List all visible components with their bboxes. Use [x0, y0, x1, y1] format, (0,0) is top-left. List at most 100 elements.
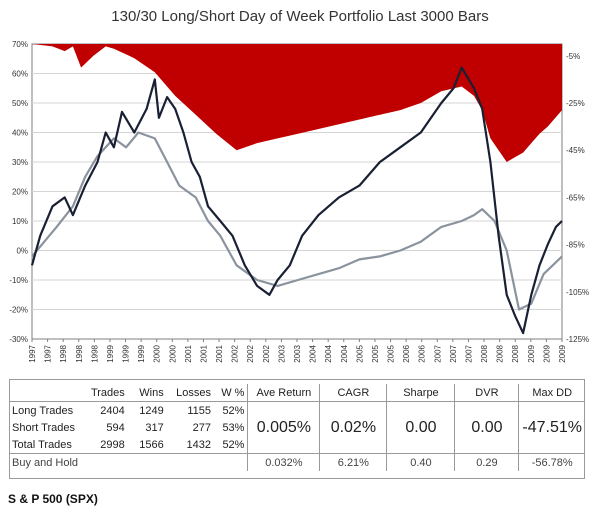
- left-tick-label: 50%: [12, 99, 28, 108]
- buy-hold-sharpe: 0.40: [386, 453, 455, 471]
- right-tick-label: -85%: [566, 241, 585, 250]
- header-wpct: W %: [213, 384, 248, 402]
- buy-hold-dvr: 0.29: [454, 453, 519, 471]
- left-tick-label: 70%: [12, 40, 28, 49]
- row-wins: 1566: [139, 438, 164, 451]
- header-dvr: DVR: [454, 384, 519, 402]
- line-series-layer: [30, 66, 563, 335]
- row-label: Short Trades: [12, 421, 75, 434]
- x-tick-label: 2002: [262, 344, 271, 362]
- x-tick-label: 2008: [511, 344, 520, 362]
- x-tick-label: 2004: [340, 344, 349, 362]
- row-label: Total Trades: [12, 438, 72, 451]
- right-tick-label: -105%: [566, 288, 589, 297]
- x-tick-label: 2007: [433, 344, 442, 362]
- stats-row-long: Long Trades 2404 1249 1155 52% 0.005% 0.…: [9, 401, 585, 454]
- x-tick-label: 1998: [59, 344, 68, 362]
- x-tick-label: 1999: [137, 344, 146, 362]
- header-cagr: CAGR: [319, 384, 387, 402]
- drawdown-area-layer: [32, 44, 562, 162]
- x-tick-label: 1998: [75, 344, 84, 362]
- x-tick-label: 2000: [153, 344, 162, 362]
- row-label: Long Trades: [12, 404, 74, 417]
- x-tick-label: 2006: [402, 344, 411, 362]
- header-losses: Losses: [166, 384, 214, 402]
- row-wpct: 52%: [222, 404, 245, 417]
- portfolio-sharpe: 0.00: [386, 401, 455, 454]
- x-tick-label: 2001: [184, 344, 193, 362]
- left-tick-label: 0%: [16, 247, 28, 256]
- header-blank: [9, 384, 88, 402]
- row-losses: 277: [192, 421, 211, 434]
- header-wins: Wins: [127, 384, 167, 402]
- left-tick-label: 30%: [12, 158, 28, 167]
- x-tick-label: 2004: [324, 344, 333, 362]
- x-tick-label: 2007: [464, 344, 473, 362]
- x-tick-label: 2002: [246, 344, 255, 362]
- left-tick-label: -20%: [9, 306, 28, 315]
- row-trades: 2404: [100, 404, 125, 417]
- x-tick-label: 2005: [355, 344, 364, 362]
- buy-hold-ave-return: 0.032%: [247, 453, 320, 471]
- left-tick-label: -30%: [9, 335, 28, 344]
- portfolio-chart: 70%60%50%40%30%20%10%0%-10%-20%-30% -5%-…: [9, 40, 589, 363]
- drawdown-area: [32, 44, 562, 162]
- right-tick-label: -25%: [566, 99, 585, 108]
- header-ave-return: Ave Return: [247, 384, 320, 402]
- footer-symbol: S & P 500 (SPX): [8, 492, 98, 506]
- header-trades: Trades: [87, 384, 128, 402]
- x-tick-label: 2008: [480, 344, 489, 362]
- portfolio-dvr: 0.00: [454, 401, 519, 454]
- stats-table: Trades Wins Losses W % Ave Return CAGR S…: [9, 384, 585, 471]
- portfolio-line: [30, 66, 563, 335]
- left-tick-label: -10%: [9, 276, 28, 285]
- buy-hold-max-dd: -56.78%: [518, 453, 585, 471]
- x-tick-label: 2008: [496, 344, 505, 362]
- x-tick-label: 1997: [44, 344, 53, 362]
- row-trades: 2998: [100, 438, 125, 451]
- x-tick-label: 2009: [527, 344, 536, 362]
- row-losses: 1155: [187, 404, 211, 417]
- left-tick-label: 20%: [12, 188, 28, 197]
- stats-row-buy-hold: Buy and Hold 0.032% 6.21% 0.40 0.29 -56.…: [9, 453, 585, 471]
- x-tick-label: 2004: [309, 344, 318, 362]
- x-tick-label: 2003: [277, 344, 286, 362]
- x-tick-label: 1999: [122, 344, 131, 362]
- header-max-dd: Max DD: [518, 384, 585, 402]
- x-tick-label: 2009: [542, 344, 551, 362]
- buy-hold-label: Buy and Hold: [9, 453, 248, 471]
- right-tick-label: -125%: [566, 335, 589, 344]
- portfolio-max-dd: -47.51%: [518, 401, 585, 454]
- row-trades: 594: [106, 421, 125, 434]
- buy-hold-cagr: 6.21%: [319, 453, 387, 471]
- row-wpct: 52%: [222, 438, 245, 451]
- right-axis-ticks: -5% -25% -45% -65% -85% -105% -125%: [566, 52, 589, 344]
- x-tick-label: 2005: [371, 344, 380, 362]
- x-tick-label: 2002: [231, 344, 240, 362]
- left-tick-label: 60%: [12, 70, 28, 79]
- stats-row-total: Total Trades 2998 1566 1432 52%: [9, 436, 585, 454]
- x-tick-label: 2006: [418, 344, 427, 362]
- stats-row-short: Short Trades 594 317 277 53%: [9, 419, 585, 436]
- chart-title: 130/30 Long/Short Day of Week Portfolio …: [111, 8, 489, 25]
- header-sharpe: Sharpe: [386, 384, 455, 402]
- left-axis-ticks: 70% 60% 50% 40% 30% 20% 10% 0% -10% -20% -30%: [9, 40, 28, 344]
- stats-header-row: Trades Wins Losses W % Ave Return CAGR S…: [9, 384, 585, 402]
- buy-hold-line: [31, 131, 563, 311]
- x-tick-label: 2001: [199, 344, 208, 362]
- left-tick-label: 40%: [12, 129, 28, 138]
- row-wins: 317: [145, 421, 164, 434]
- x-tick-label: 2000: [168, 344, 177, 362]
- right-tick-label: -65%: [566, 193, 585, 202]
- x-tick-label: 2007: [449, 344, 458, 362]
- x-tick-label: 2005: [387, 344, 396, 362]
- x-tick-label: 2001: [215, 344, 224, 362]
- x-tick-label: 1997: [28, 344, 37, 362]
- x-tick-label: 2009: [558, 344, 567, 362]
- x-axis-ticks: 1997 1997 1998 1998 1998 1999 1999 1999 2000 2000…: [28, 339, 567, 363]
- row-wins: 1249: [139, 404, 164, 417]
- x-tick-label: 1998: [90, 344, 99, 362]
- row-losses: 1432: [186, 438, 211, 451]
- portfolio-ave-return: 0.005%: [247, 401, 320, 454]
- portfolio-cagr: 0.02%: [319, 401, 387, 454]
